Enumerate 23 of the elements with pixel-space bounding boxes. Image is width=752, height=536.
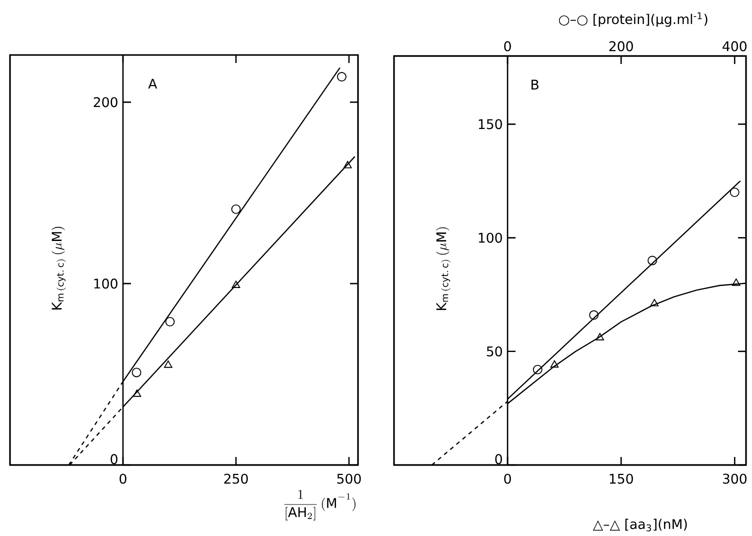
- x2-axis-title: ○–○ [protein](μg.ml$^{-1}$): [558, 12, 708, 27]
- y-axis-title: $\mathrm{K}_{\mathrm{m\,(cyt.\,c)}}\,(\mu\mathrm{M})$: [52, 227, 66, 310]
- x2-tick-label: 400: [722, 41, 746, 52]
- y-tick-label: 100: [478, 232, 502, 243]
- x-axis-title: △–△ [aa$_{3}$](nM): [592, 518, 687, 532]
- x2-tick-label: 200: [609, 41, 633, 52]
- y-tick-label: 50: [486, 346, 502, 357]
- x-tick-label: 500: [337, 474, 361, 484]
- x-tick-label: 0: [504, 474, 511, 484]
- y-tick-label: 0: [110, 454, 118, 464]
- y-tick-label: 200: [94, 97, 118, 108]
- y-axis-title: $\mathrm{K}_{\mathrm{m\,(cyt.\,c)}}\,(\mu\mathrm{M})$: [436, 227, 450, 310]
- x-tick-label: 300: [722, 474, 747, 484]
- x-axis-title: $\frac{1}{[\mathrm{AH}_2]}\,(\mathrm{M}^{-1})$: [284, 490, 356, 520]
- x-tick-label: 150: [610, 474, 633, 484]
- y-tick-label: 0: [495, 454, 502, 464]
- x-tick-label: 250: [224, 474, 248, 484]
- annotation: B: [532, 80, 538, 90]
- x2-tick-label: 0: [504, 41, 511, 52]
- y-tick-label: 100: [94, 278, 118, 289]
- annotation: A: [148, 78, 158, 89]
- y-tick-label: 150: [478, 119, 502, 130]
- x-tick-label: 0: [120, 474, 126, 484]
